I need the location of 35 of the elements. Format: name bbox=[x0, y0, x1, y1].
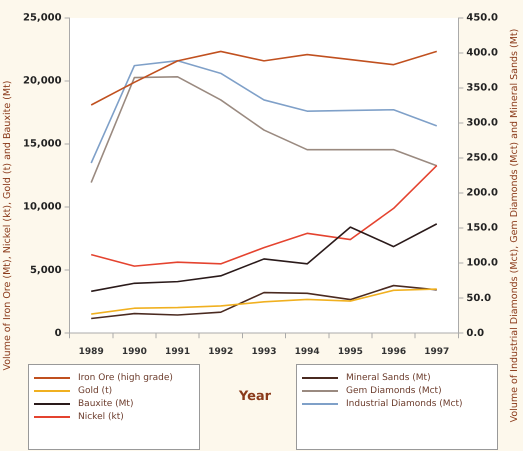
y2-tick-label: 350.0 bbox=[466, 82, 498, 94]
y2-tick-label: 250.0 bbox=[466, 152, 498, 164]
x-tick-label: 1990 bbox=[122, 346, 147, 357]
y-tick-label: 5,000 bbox=[30, 264, 62, 276]
y-tick-label: 25,000 bbox=[22, 12, 62, 24]
y2-tick-label: 50.0 bbox=[466, 292, 492, 304]
legend-label: Industrial Diamonds (Mct) bbox=[346, 398, 463, 408]
y-tick-label: 20,000 bbox=[22, 76, 62, 87]
x-tick-label: 1992 bbox=[208, 346, 234, 357]
y2-axis-title: Volume of Industrial Diamonds (Mct), Gem Diamonds (Mct) and Mineral Sands (Mt) bbox=[509, 28, 521, 424]
y2-tick-label: 450.0 bbox=[466, 12, 498, 24]
x-tick-label: 1996 bbox=[381, 346, 406, 357]
y2-tick-label: 0.0 bbox=[466, 328, 484, 339]
legend-label: Gem Diamonds (Mct) bbox=[346, 386, 442, 396]
x-tick-label: 1994 bbox=[294, 346, 320, 357]
y-tick-label: 15,000 bbox=[22, 138, 62, 150]
legend-label: Bauxite (Mt) bbox=[78, 398, 134, 408]
y-tick-label: 10,000 bbox=[22, 202, 62, 213]
y2-tick-label: 100.0 bbox=[466, 258, 498, 269]
legend-label: Gold (t) bbox=[78, 386, 112, 396]
x-tick-label: 1993 bbox=[251, 346, 277, 357]
y-tick-label: 0 bbox=[54, 328, 62, 339]
legend-label: Nickel (kt) bbox=[78, 412, 124, 422]
legend-label: Mineral Sands (Mt) bbox=[346, 372, 431, 382]
y-axis-title: Volume of Iron Ore (Mt), Nickel (kt), Gold (t) and Bauxite (Mt) bbox=[2, 79, 14, 373]
x-tick-label: 1997 bbox=[424, 346, 450, 357]
y2-tick-label: 200.0 bbox=[466, 188, 498, 199]
x-tick-label: 1995 bbox=[338, 346, 363, 357]
y2-tick-label: 400.0 bbox=[466, 48, 498, 59]
x-tick-label: 1991 bbox=[165, 346, 190, 357]
x-axis-title: Year bbox=[238, 389, 272, 404]
y2-tick-label: 150.0 bbox=[466, 222, 498, 234]
x-tick-label: 1989 bbox=[78, 346, 104, 357]
y2-tick-label: 300.0 bbox=[466, 118, 498, 129]
legend-label: Iron Ore (high grade) bbox=[78, 372, 173, 382]
